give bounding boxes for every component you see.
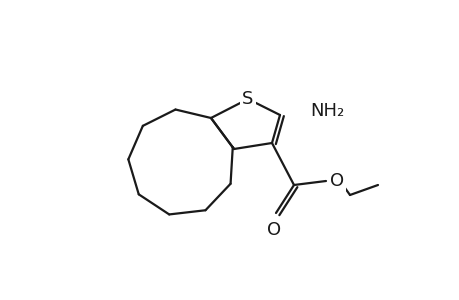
Text: S: S bbox=[242, 90, 253, 108]
Text: NH₂: NH₂ bbox=[309, 102, 343, 120]
Text: O: O bbox=[266, 221, 280, 239]
Text: O: O bbox=[329, 172, 343, 190]
